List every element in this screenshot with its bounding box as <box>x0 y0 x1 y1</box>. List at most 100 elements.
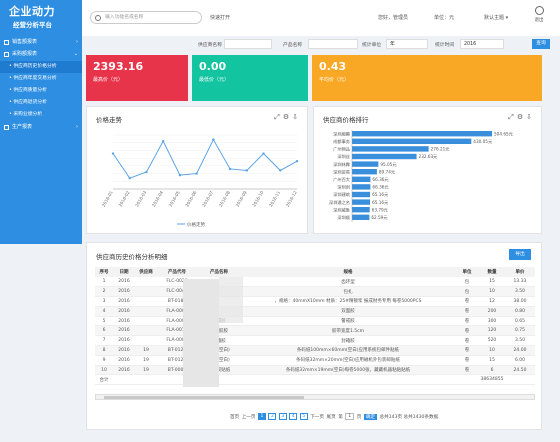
bar[interactable] <box>352 191 371 198</box>
table-row[interactable]: 4 2016 FLA-0007 双面胶卷 200 0.80 <box>95 306 535 317</box>
horizontal-scrollbar[interactable] <box>95 394 535 400</box>
prev-page-link[interactable]: 上一页 <box>241 414 256 420</box>
bar[interactable] <box>352 153 417 160</box>
table-cell: 卷 <box>455 296 479 307</box>
table-cell: 6.00 <box>505 355 535 366</box>
table-cell: 要授权贴纸 <box>197 365 241 376</box>
gear-icon[interactable]: ⚙ <box>282 113 293 121</box>
search-input[interactable]: 输入功能名或名称 <box>90 11 202 24</box>
bar[interactable] <box>352 131 492 137</box>
stat-unit-select[interactable]: 年 <box>386 39 428 49</box>
data-point[interactable] <box>195 172 198 175</box>
exit-button[interactable]: 退出 <box>532 6 546 23</box>
redacted-area <box>183 279 219 387</box>
table-row[interactable]: 1 2016 FLC-0029 齿环型包 15 13.33 <box>95 277 535 288</box>
page-4-button[interactable]: 4 <box>289 413 298 420</box>
table-row[interactable]: 10 2016 19 BT-0007 要授权贴纸 条码纸32mm×19mm(空白)每卷50… <box>95 365 535 376</box>
stat-time-input[interactable]: 2016 <box>460 39 504 49</box>
data-point[interactable] <box>279 169 282 172</box>
bar[interactable] <box>352 169 377 175</box>
bar[interactable] <box>352 184 371 190</box>
table-cell: 卷 <box>455 325 479 337</box>
grid-icon <box>4 124 9 130</box>
data-point[interactable] <box>111 152 115 155</box>
expand-icon[interactable]: ⤢ <box>508 113 517 121</box>
bar[interactable] <box>352 161 379 167</box>
total-summary: 总共143页 总共1430条数据 <box>379 414 439 420</box>
table-cell: 2 <box>95 286 113 298</box>
menu-sales[interactable]: 销售额报表 › <box>0 36 82 48</box>
table-cell: 15 <box>479 277 505 288</box>
sidebar-item-quality[interactable]: • 供应商质量分析 <box>9 88 47 93</box>
data-point[interactable] <box>228 167 232 171</box>
download-icon[interactable]: ⇩ <box>292 113 301 121</box>
bar[interactable] <box>352 146 429 152</box>
kpi-label: 最低价（元） <box>199 77 230 83</box>
sidebar-item-annual-trade[interactable]: • 供应商年度交易分析 <box>9 76 57 81</box>
table-cell: 15 <box>479 355 505 366</box>
sidebar-item-label: 供应商历史价格分析 <box>13 64 57 69</box>
menu-production[interactable]: 生产报表 › <box>0 121 82 133</box>
sidebar-item-history-price[interactable]: • 供应商历史价格分析 <box>0 61 82 73</box>
bar[interactable] <box>352 138 472 144</box>
table-row[interactable]: 9201619BT-0123纸纸(空白)条码纸32mm×20mm(空白)应用磁机… <box>95 355 535 366</box>
table-cell: 包 <box>455 277 479 288</box>
column-header: 供应商 <box>135 267 157 277</box>
page-3-button[interactable]: 3 <box>278 413 287 420</box>
page-5-button[interactable]: 5 <box>299 413 308 420</box>
next-page-link[interactable]: 下一页 <box>310 414 324 420</box>
data-point[interactable] <box>161 139 165 143</box>
filter-bar: 供应商名称 产品名称 统计单位 年 统计时间 2016 查询 <box>82 36 560 52</box>
data-label: 89.74元 <box>379 169 395 175</box>
page-1-button[interactable]: 1 <box>258 413 266 420</box>
bar[interactable] <box>352 176 371 182</box>
data-point[interactable] <box>145 170 148 174</box>
bar[interactable] <box>352 214 370 220</box>
scrollbar-thumb[interactable] <box>104 396 304 399</box>
product-input[interactable] <box>308 39 358 49</box>
first-page-link[interactable]: 首页 <box>230 414 240 420</box>
x-tick-label: 2016-12 <box>285 190 298 208</box>
sidebar-item-returns[interactable]: • 供应商退货分析 <box>9 100 47 105</box>
table-cell: 38.00 <box>505 296 535 307</box>
gear-icon[interactable]: ⚙ <box>516 113 527 121</box>
unit-label: 单位：元 <box>434 15 455 21</box>
page-2-button[interactable]: 2 <box>268 413 277 420</box>
total-row: 合计 38634855 <box>95 374 535 386</box>
table-row[interactable]: 2 2016 FLC-0044 包扎包 10 3.50 <box>95 286 535 298</box>
table-row[interactable]: 7 2016 FLA-0006 封箱胶 封箱胶卷 520 3.50 <box>95 335 535 347</box>
table-row[interactable]: 3 2016 BT-0180 ，规格：40mmX10mm 材质：25#精镀浆 报成财务… <box>95 296 535 307</box>
goto-confirm-button[interactable]: 确定 <box>363 413 378 420</box>
table-cell: 19 <box>135 355 157 366</box>
last-page-link[interactable]: 尾页 <box>326 414 336 420</box>
export-button[interactable]: 导出 <box>509 249 531 260</box>
data-point[interactable] <box>178 173 182 177</box>
menu-purchase[interactable]: 采购额报表 ⌄ <box>0 48 82 60</box>
table-cell: FLA-0008 <box>157 316 197 327</box>
data-point[interactable] <box>262 152 265 155</box>
quick-open-link[interactable]: 快速打开 <box>210 15 231 21</box>
bar[interactable] <box>352 207 370 213</box>
query-button[interactable]: 查询 <box>532 39 550 49</box>
table-row[interactable]: 6 2016 FLA-0011 透明胶胶 胶带宽度1.5cm 卷 120 0.75 <box>95 325 535 337</box>
sidebar-item-performance[interactable]: • 采购业绩分析 <box>9 112 43 117</box>
data-point[interactable] <box>245 169 249 172</box>
table-row[interactable]: 8201619BT-0121贴纸(空白)条码纸100mm×60mm(空白)应用系… <box>95 345 535 356</box>
goto-page-input[interactable]: 1 <box>345 413 355 420</box>
sidebar-item-label: 供应商年度交易分析 <box>13 76 57 81</box>
category-label: 广州物品 <box>333 146 350 153</box>
column-header: 产品代号 <box>157 267 197 277</box>
supplier-input[interactable] <box>224 39 272 49</box>
data-point[interactable] <box>128 177 131 180</box>
table-cell: 2016 <box>113 277 135 288</box>
table-cell: 警戒胶 <box>241 316 455 327</box>
data-label: 65.16元 <box>372 200 388 206</box>
bar[interactable] <box>352 199 371 205</box>
expand-icon[interactable]: ⤢ <box>274 113 283 121</box>
theme-select[interactable]: 默认主题 ▾ <box>484 15 509 21</box>
data-point[interactable] <box>212 138 215 141</box>
table-cell: 3.50 <box>505 286 535 298</box>
data-point[interactable] <box>295 160 299 163</box>
download-icon[interactable]: ⇩ <box>526 113 535 121</box>
